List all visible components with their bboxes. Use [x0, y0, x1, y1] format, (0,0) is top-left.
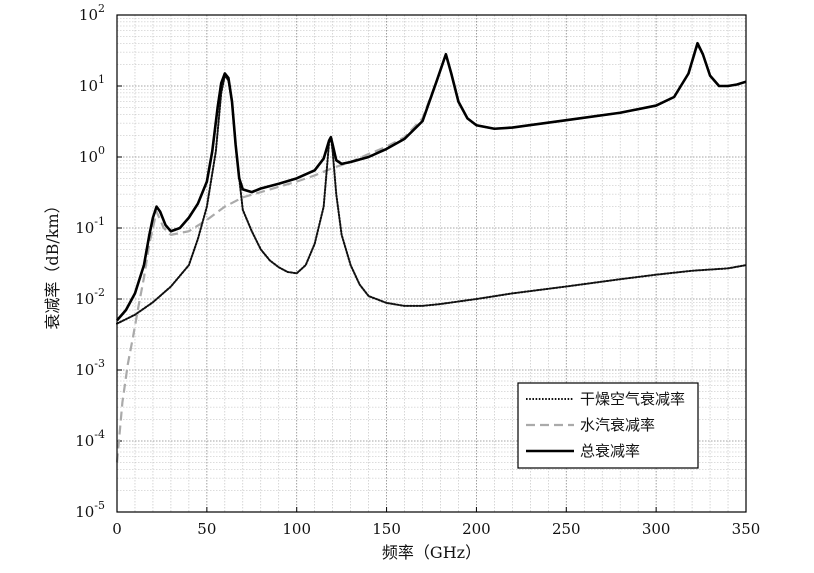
- legend-label-total: 总衰减率: [580, 442, 640, 460]
- plot-frame: [116, 14, 747, 513]
- series-dry-air-line: [116, 74, 747, 325]
- y-tick-exponent: 2: [98, 2, 105, 15]
- x-tick-label: 100: [282, 520, 311, 538]
- y-tick-base: 10: [75, 219, 94, 237]
- y-tick-label: 100: [79, 144, 105, 166]
- y-tick-exponent: -1: [94, 215, 105, 228]
- x-tick-label: 200: [462, 520, 491, 538]
- y-tick-label: 10-3: [75, 357, 105, 379]
- y-tick-label: 10-5: [75, 499, 105, 521]
- legend: 干燥空气衰减率 水汽衰减率 总衰减率: [517, 382, 699, 469]
- y-tick-base: 10: [79, 77, 98, 95]
- x-tick-label: 150: [372, 520, 401, 538]
- y-tick-exponent: -2: [94, 286, 105, 299]
- y-tick-exponent: -5: [94, 499, 105, 512]
- x-tick-label: 300: [642, 520, 671, 538]
- x-tick-label: 350: [732, 520, 761, 538]
- x-tick-label: 250: [552, 520, 581, 538]
- legend-label-dry-air: 干燥空气衰减率: [580, 390, 685, 408]
- legend-label-water-vapor: 水汽衰减率: [580, 416, 655, 434]
- y-tick-base: 10: [79, 148, 98, 166]
- y-tick-label: 10-2: [75, 286, 105, 308]
- x-tick-label: 0: [112, 520, 122, 538]
- y-tick-base: 10: [75, 290, 94, 308]
- x-axis-title: 频率（GHz）: [382, 543, 481, 562]
- y-tick-label: 10-1: [75, 215, 105, 237]
- series-water-vapor-line: [115, 43, 747, 463]
- y-tick-base: 10: [75, 503, 94, 521]
- series-total-line: [116, 41, 747, 322]
- y-tick-exponent: 1: [98, 73, 105, 86]
- y-tick-label: 102: [79, 2, 105, 24]
- y-tick-label: 10-4: [75, 428, 105, 450]
- y-axis-title: 衰减率（dB/km）: [43, 197, 62, 329]
- y-tick-exponent: 0: [98, 144, 105, 157]
- series-lines: [115, 41, 747, 463]
- y-tick-base: 10: [75, 432, 94, 450]
- y-tick-label: 101: [79, 73, 105, 95]
- x-tick-label: 50: [197, 520, 216, 538]
- y-tick-base: 10: [75, 361, 94, 379]
- y-tick-exponent: -4: [94, 428, 105, 441]
- y-tick-base: 10: [79, 6, 98, 24]
- tick-labels: 0 50 100 150 200 250 300 35010-510-410-310-210-…: [75, 2, 760, 538]
- y-tick-exponent: -3: [94, 357, 105, 370]
